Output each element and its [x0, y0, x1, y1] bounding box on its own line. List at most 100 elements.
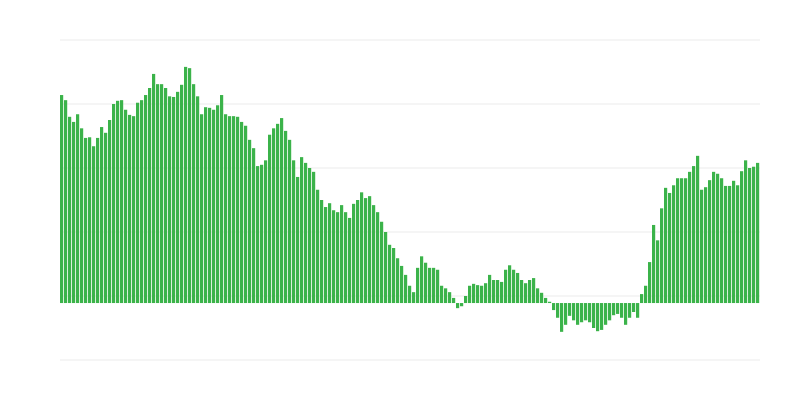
bar [468, 285, 472, 304]
bar [540, 292, 544, 304]
bar [568, 303, 572, 316]
bar [224, 114, 228, 304]
bar [496, 280, 500, 304]
bar [184, 66, 188, 304]
bar [560, 303, 564, 332]
bar [72, 121, 76, 304]
bar [212, 109, 216, 304]
bar [232, 116, 236, 304]
bar [588, 303, 592, 323]
bar [680, 178, 684, 304]
bar [356, 200, 360, 304]
bar [528, 280, 532, 304]
bar [600, 303, 604, 330]
bar [692, 166, 696, 304]
bar [168, 96, 172, 304]
bar [652, 224, 656, 304]
bar [372, 205, 376, 304]
bar [340, 205, 344, 304]
bar [728, 185, 732, 304]
bar [96, 137, 100, 304]
bar [648, 262, 652, 304]
bar [460, 303, 464, 307]
bar [260, 164, 264, 304]
bar [384, 232, 388, 304]
bar [620, 303, 624, 318]
bar [132, 116, 136, 304]
bar [392, 248, 396, 304]
bar [220, 95, 224, 304]
bar [720, 178, 724, 304]
bar [436, 269, 440, 304]
bar [312, 171, 316, 304]
bar [712, 171, 716, 304]
bar [196, 96, 200, 304]
bar [644, 285, 648, 304]
bar [684, 178, 688, 304]
bar [236, 116, 240, 304]
bar [404, 274, 408, 304]
bar [252, 148, 256, 304]
bar [140, 100, 144, 304]
bar [80, 128, 84, 304]
bar [280, 118, 284, 304]
bar [416, 267, 420, 304]
bar [664, 187, 668, 304]
bar [480, 285, 484, 304]
bar [148, 88, 152, 304]
bar [700, 189, 704, 304]
bar [744, 160, 748, 304]
bar [208, 107, 212, 304]
bar [624, 303, 628, 325]
bar [204, 107, 208, 304]
bar [476, 285, 480, 304]
bar [172, 96, 176, 304]
bar [592, 303, 596, 328]
bar [272, 128, 276, 304]
bar [100, 127, 104, 304]
bar [104, 132, 108, 304]
bar [696, 155, 700, 304]
bar [128, 114, 132, 304]
bar [228, 116, 232, 304]
bar [472, 283, 476, 304]
bar [304, 162, 308, 304]
bar [92, 146, 96, 304]
bar [60, 95, 64, 304]
bar [492, 280, 496, 304]
bar [488, 274, 492, 304]
bar [640, 294, 644, 304]
bar [432, 267, 436, 304]
bar [264, 160, 268, 304]
bar [156, 84, 160, 304]
bar [616, 303, 620, 314]
bar [352, 203, 356, 304]
bar [376, 212, 380, 304]
bar [516, 272, 520, 304]
bar [580, 303, 584, 323]
bar [456, 303, 460, 309]
bar [164, 88, 168, 304]
bar [320, 200, 324, 304]
bar [716, 173, 720, 304]
bar [736, 185, 740, 304]
bar [332, 210, 336, 304]
bar [608, 303, 612, 321]
bar [408, 285, 412, 304]
bar [440, 285, 444, 304]
bar [336, 212, 340, 304]
bar [500, 281, 504, 304]
bar [348, 217, 352, 304]
bar [420, 256, 424, 304]
bar [380, 221, 384, 304]
bar [740, 171, 744, 304]
bar [688, 171, 692, 304]
bar [548, 301, 552, 304]
bar [76, 114, 80, 304]
bar [124, 109, 128, 304]
bar [428, 267, 432, 304]
bars [60, 66, 760, 332]
bar [512, 269, 516, 304]
bar [672, 185, 676, 304]
bar [152, 73, 156, 304]
